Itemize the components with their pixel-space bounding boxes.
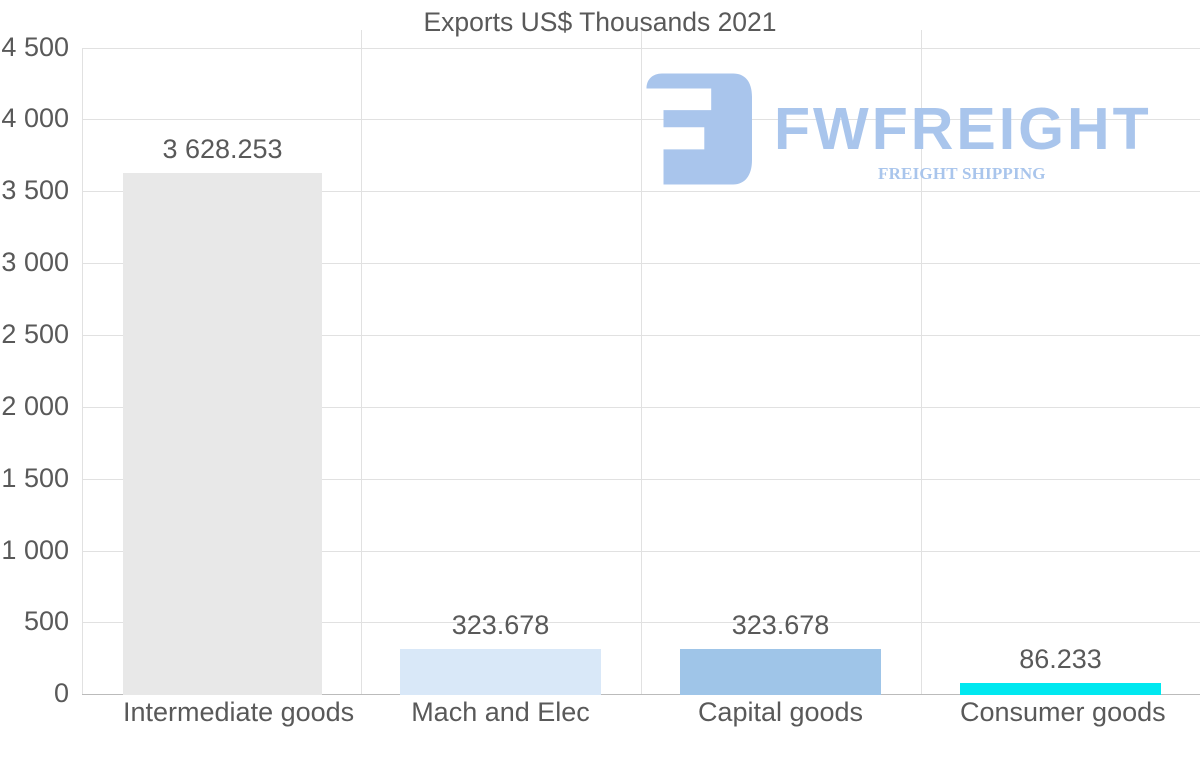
svg-text:FWFREIGHT: FWFREIGHT — [774, 102, 1152, 162]
svg-text:FREIGHT SHIPPING: FREIGHT SHIPPING — [878, 164, 1046, 183]
